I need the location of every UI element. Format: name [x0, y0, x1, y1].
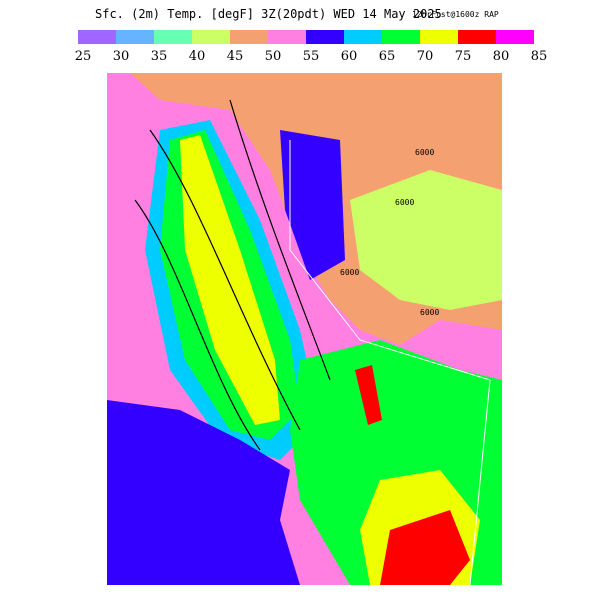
region-red-desert	[380, 510, 470, 585]
color-swatch	[496, 30, 534, 44]
contour-label: 6000	[395, 198, 414, 207]
color-swatch	[268, 30, 306, 44]
color-swatch	[154, 30, 192, 44]
contour-label: 6000	[420, 308, 439, 317]
color-swatch	[78, 30, 116, 44]
state-border	[289, 140, 491, 585]
legend-tick-label: 80	[493, 49, 510, 64]
color-bar: 25 30 35 40 45 50 55 60 65 70 75 80 85	[75, 30, 548, 64]
color-swatch	[458, 30, 496, 44]
region-blue-north	[280, 130, 345, 280]
contour-label: 6000	[340, 268, 359, 277]
color-swatch	[382, 30, 420, 44]
legend-tick-label: 70	[417, 49, 434, 64]
contour-label: 6000	[415, 148, 434, 157]
contours	[134, 99, 331, 451]
legend-tick-label: 60	[341, 49, 358, 64]
central-valley	[180, 135, 280, 425]
legend-tick-label: 25	[75, 49, 92, 64]
color-swatch	[344, 30, 382, 44]
region-red-death-valley	[355, 365, 382, 425]
region-yellowgreen	[350, 170, 502, 310]
legend-tick-label: 50	[265, 49, 282, 64]
color-swatch	[306, 30, 344, 44]
legend-tick-label: 45	[227, 49, 244, 64]
title: Sfc. (2m) Temp. [degF] 3Z(20pdt) WED 14 …	[95, 7, 442, 21]
color-swatch	[192, 30, 230, 44]
legend-tick-label: 75	[455, 49, 472, 64]
legend-tick-label: 65	[379, 49, 396, 64]
color-swatch	[116, 30, 154, 44]
color-swatch	[420, 30, 458, 44]
legend-tick-label: 35	[151, 49, 168, 64]
legend-tick-label: 85	[531, 49, 548, 64]
region-blue-coast	[107, 400, 300, 585]
legend-tick-label: 40	[189, 49, 206, 64]
legend-tick-label: 30	[113, 49, 130, 64]
color-swatch	[230, 30, 268, 44]
legend-tick-label: 55	[303, 49, 320, 64]
map: 6000 6000 6000 6000	[107, 73, 502, 585]
subtitle: 12hrFcst@1600z RAP	[412, 10, 499, 19]
